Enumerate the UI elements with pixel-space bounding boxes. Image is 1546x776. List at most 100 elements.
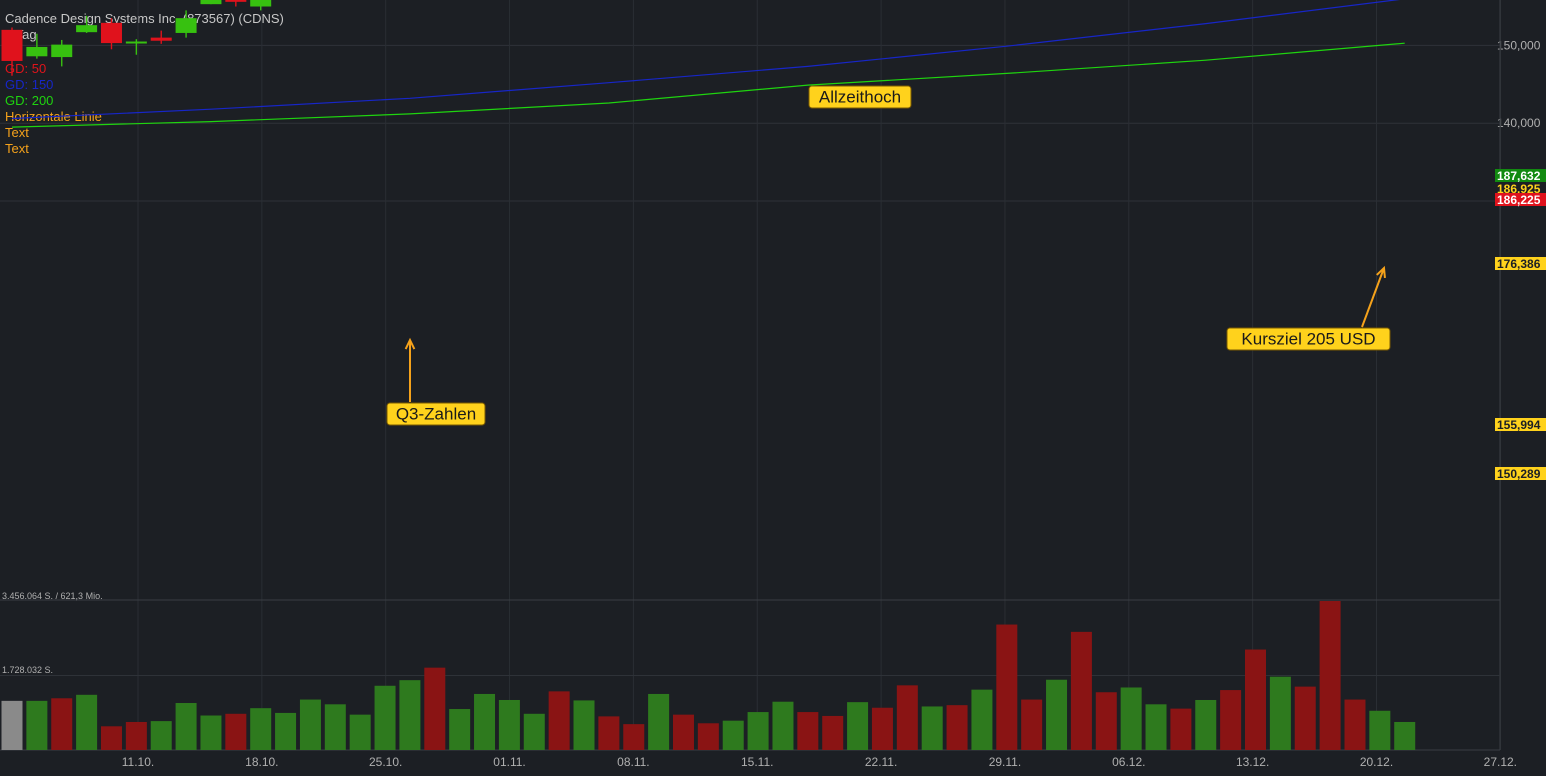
volume-bar: [573, 700, 595, 750]
x-tick-label: 13.12.: [1236, 755, 1269, 769]
volume-bar: [697, 723, 719, 750]
volume-tick-label: 1.728.032 S.: [2, 665, 53, 675]
legend-item[interactable]: GD: 150: [5, 77, 54, 92]
volume-bar: [474, 693, 496, 750]
legend-item[interactable]: GD: 50: [5, 61, 47, 76]
x-tick-label: 08.11.: [617, 755, 649, 769]
volume-bar: [1319, 601, 1341, 750]
volume-bar: [1294, 686, 1316, 750]
volume-bar: [523, 713, 545, 750]
volume-bar: [374, 685, 396, 750]
candle-up: [175, 18, 197, 33]
volume-bar: [125, 721, 147, 750]
chart-title: Cadence Design Systems Inc. (873567) (CD…: [5, 11, 284, 26]
price-label-box: [1495, 182, 1546, 195]
volume-bar: [349, 714, 371, 750]
volume-bar: [548, 691, 570, 750]
y-tick-label: 140,000: [1497, 116, 1541, 130]
volume-bar: [1, 700, 23, 750]
volume-bar: [996, 624, 1018, 750]
price-label: 155,994: [1497, 418, 1541, 432]
volume-bar: [871, 707, 893, 750]
legend-item[interactable]: Text: [5, 141, 29, 156]
price-label-box: [1495, 169, 1546, 182]
volume-bar: [200, 715, 222, 750]
volume-bar: [1220, 690, 1242, 750]
volume-bar: [1046, 679, 1068, 750]
volume-bar: [1120, 687, 1142, 750]
x-tick-label: 15.11.: [741, 755, 773, 769]
ma150-line: [11, 0, 1400, 120]
y-tick-label: 150,000: [1497, 38, 1541, 52]
candle-up: [26, 46, 48, 57]
volume-bar: [399, 680, 421, 750]
candle-up: [51, 44, 73, 58]
kursziel-arrow-head: [1376, 265, 1386, 279]
volume-bar: [250, 708, 272, 750]
volume-bar: [946, 705, 968, 750]
volume-bar: [672, 714, 694, 750]
annotation-label: Q3-Zahlen: [396, 405, 476, 424]
volume-bar: [1245, 649, 1266, 750]
volume-bar: [1070, 631, 1092, 750]
volume-bar: [747, 712, 769, 750]
candle-down: [150, 37, 172, 41]
volume-bar: [797, 712, 819, 750]
volume-bar: [1195, 699, 1217, 750]
price-label-box: [1495, 418, 1546, 431]
volume-bar: [51, 698, 73, 750]
volume-bar: [1170, 708, 1192, 750]
chart-legend: Cadence Design Systems Inc. (873567) (CD…: [5, 11, 284, 157]
volume-bar: [1145, 704, 1167, 750]
volume-bar: [1369, 710, 1391, 750]
volume-bar: [100, 726, 122, 750]
volume-bar: [1394, 721, 1416, 750]
legend-item[interactable]: Text: [5, 125, 29, 140]
volume-bar: [1344, 699, 1366, 750]
volume-bar: [175, 703, 197, 750]
volume-bar: [598, 716, 620, 750]
price-label-box: [1495, 257, 1546, 270]
volume-bar: [847, 702, 869, 750]
x-tick-label: 20.12.: [1360, 755, 1393, 769]
volume-bar: [498, 699, 520, 750]
volume-bar: [722, 720, 744, 750]
annotation-label-box: [1226, 327, 1391, 351]
volume-bar: [971, 689, 993, 750]
annotation-label: Kursziel 205 USD: [1241, 330, 1375, 349]
x-tick-label: 11.10.: [122, 755, 154, 769]
x-tick-label: 06.12.: [1112, 755, 1145, 769]
price-label: 186,225: [1497, 193, 1541, 207]
candle-down: [1, 29, 23, 61]
candle-up: [76, 25, 98, 33]
annotation-label-box: [386, 402, 486, 426]
x-tick-label: 27.12.: [1484, 755, 1517, 769]
kursziel-arrow: [1361, 267, 1385, 328]
price-label: 150,289: [1497, 467, 1541, 481]
candle-up: [250, 0, 272, 7]
volume-bar: [648, 693, 670, 750]
volume-bar: [623, 724, 645, 750]
volume-bar: [275, 712, 297, 750]
candle-up: [125, 41, 147, 44]
price-label: 176,386: [1497, 257, 1541, 271]
candle-up: [200, 0, 222, 5]
x-tick-label: 01.11.: [493, 755, 525, 769]
price-label-box: [1495, 467, 1546, 480]
q3-arrow-head: [404, 337, 416, 350]
volume-bar: [896, 685, 918, 750]
ma200-line: [11, 42, 1405, 128]
x-tick-label: 29.11.: [989, 755, 1021, 769]
volume-bar: [26, 700, 48, 750]
volume-bar: [225, 713, 247, 750]
volume-bar: [150, 721, 172, 750]
price-label: 187,632: [1497, 169, 1541, 183]
x-tick-label: 25.10.: [369, 755, 402, 769]
candle-down: [100, 22, 122, 44]
x-tick-label: 18.10.: [245, 755, 278, 769]
candle-down: [225, 0, 247, 2]
volume-bar: [921, 706, 943, 750]
volume-bar: [299, 699, 321, 750]
legend-item[interactable]: GD: 200: [5, 93, 54, 108]
